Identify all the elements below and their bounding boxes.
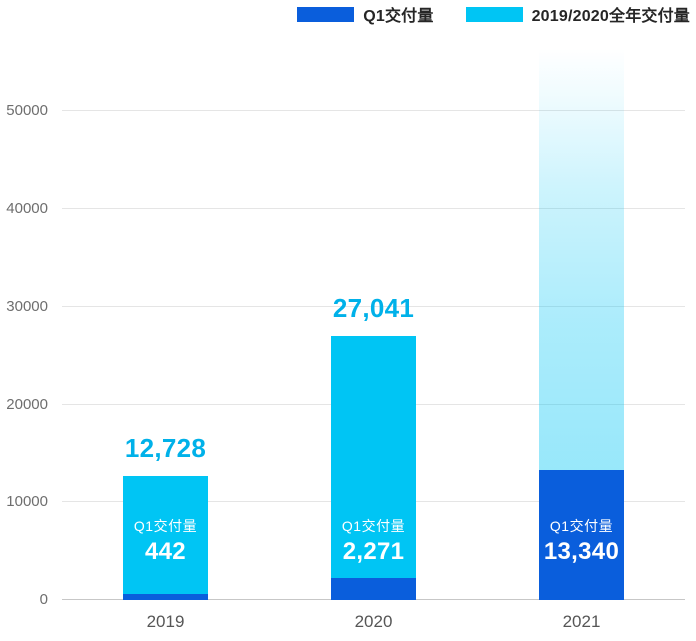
bar-group-2021: Q1交付量 13,340 <box>539 45 624 600</box>
y-axis-label-0: 0 <box>39 591 48 608</box>
legend-item-full-year: 2019/2020全年交付量 <box>465 2 690 26</box>
bar-group-2019: 12,728 Q1交付量 442 <box>123 45 208 600</box>
chart-legend: Q1交付量 2019/2020全年交付量 <box>297 2 690 26</box>
q1-inner-labels-2019: Q1交付量 442 <box>113 518 218 566</box>
total-value-label-2019: 12,728 <box>124 432 207 463</box>
gridline-40000 <box>62 208 685 210</box>
gridline-50000 <box>62 110 685 112</box>
legend-label-q1: Q1交付量 <box>363 8 434 25</box>
legend-item-q1: Q1交付量 <box>297 2 433 26</box>
y-axis-label-40000: 40000 <box>6 200 48 218</box>
x-axis-label-2019: 2019 <box>146 612 185 631</box>
plot-area: 12,728 Q1交付量 442 27,041 Q1交付量 2,271 Q1交付… <box>62 45 685 600</box>
legend-swatch-full-year <box>465 6 523 22</box>
bar-group-2020: 27,041 Q1交付量 2,271 <box>331 45 416 600</box>
q1-bar-2019 <box>123 593 208 600</box>
q1-bar-2021 <box>539 469 624 600</box>
y-axis-label-30000: 30000 <box>6 297 48 315</box>
legend-swatch-q1 <box>297 6 355 22</box>
y-axis-label-20000: 20000 <box>6 395 48 413</box>
q1-inner-value: 2,271 <box>342 538 405 565</box>
q1-inner-caption: Q1交付量 <box>341 518 406 534</box>
q1-inner-value: 13,340 <box>543 538 620 565</box>
q1-inner-labels-2021: Q1交付量 13,340 <box>529 518 634 566</box>
x-axis-label-2021: 2021 <box>562 612 601 631</box>
gridline-30000 <box>62 305 685 307</box>
q1-inner-value: 442 <box>145 538 186 565</box>
legend-label-full-year: 2019/2020全年交付量 <box>531 8 690 25</box>
full-year-bar-2020 <box>331 335 416 600</box>
full-year-bar-2019 <box>123 475 208 600</box>
y-axis-label-10000: 10000 <box>6 493 48 511</box>
x-axis-label-2020: 2020 <box>354 612 393 631</box>
q1-inner-caption: Q1交付量 <box>133 518 198 534</box>
q1-inner-labels-2020: Q1交付量 2,271 <box>321 518 426 566</box>
total-value-label-2020: 27,041 <box>332 292 415 323</box>
y-axis-label-50000: 50000 <box>6 102 48 120</box>
q1-inner-caption: Q1交付量 <box>549 518 614 534</box>
q1-bar-2020 <box>331 577 416 600</box>
